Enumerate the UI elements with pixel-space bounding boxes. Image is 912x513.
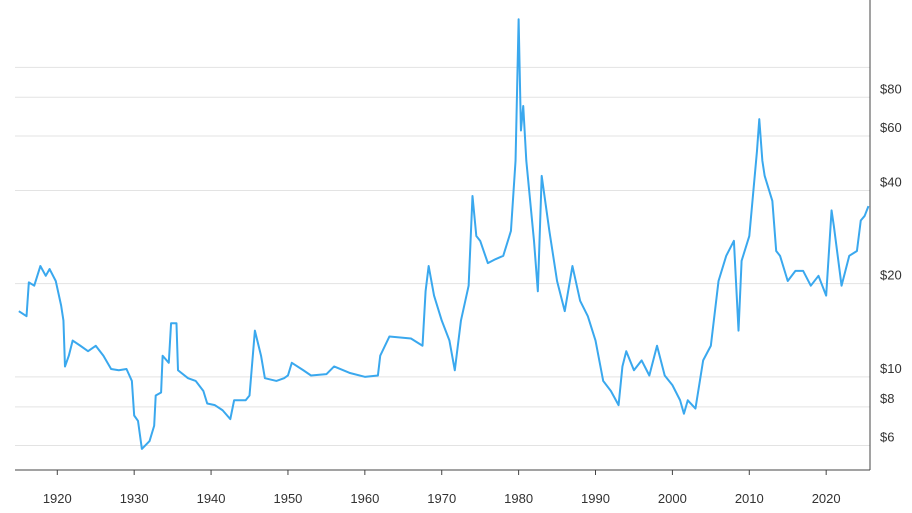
x-tick-label: 1970 [427,491,456,506]
x-tick-label: 2010 [735,491,764,506]
y-tick-label: $80 [880,81,902,96]
y-tick-label: $60 [880,120,902,135]
x-tick-label: 1920 [43,491,72,506]
x-tick-label: 2020 [812,491,841,506]
x-tick-label: 1940 [197,491,226,506]
y-tick-label: $20 [880,268,902,283]
x-tick-label: 1950 [273,491,302,506]
x-tick-label: 1990 [581,491,610,506]
y-tick-label: $40 [880,174,902,189]
x-tick-label: 1960 [350,491,379,506]
x-tick-label: 1980 [504,491,533,506]
x-tick-label: 1930 [120,491,149,506]
y-tick-label: $6 [880,429,894,444]
price-line [18,18,870,450]
y-tick-label: $8 [880,391,894,406]
x-tick-label: 2000 [658,491,687,506]
y-tick-label: $10 [880,361,902,376]
